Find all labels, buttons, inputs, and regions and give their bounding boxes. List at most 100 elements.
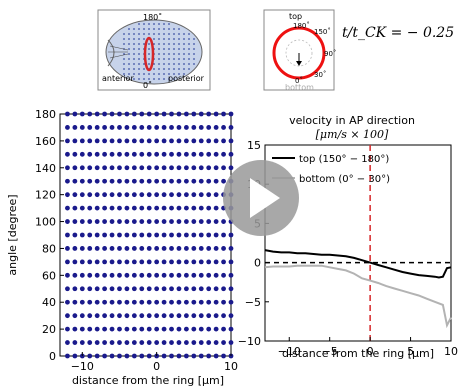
velocity-x-tick-label: −5	[322, 345, 338, 358]
scatter-point	[206, 165, 212, 171]
scatter-point	[183, 138, 189, 144]
scatter-point	[87, 272, 93, 278]
cell-surface-dot	[128, 43, 130, 45]
cell-surface-dot	[168, 43, 170, 45]
scatter-point	[176, 232, 182, 238]
series-line-bottom	[264, 264, 452, 329]
scatter-point	[72, 272, 78, 278]
cell-divider	[107, 39, 115, 67]
scatter-point	[228, 246, 234, 251]
scatter-point	[87, 219, 93, 224]
scatter-point	[87, 326, 93, 332]
scatter-point	[87, 111, 93, 117]
scatter-point	[139, 246, 145, 251]
cell-surface-dot	[168, 53, 170, 55]
cell-surface-dot	[178, 58, 180, 60]
cell-surface-dot	[178, 63, 180, 65]
scatter-point	[198, 286, 204, 292]
scatter-point	[146, 165, 152, 171]
scatter-point	[161, 272, 167, 278]
scatter-point	[94, 138, 100, 144]
scatter-point	[109, 340, 115, 345]
scatter-point	[72, 259, 78, 265]
scatter-point	[124, 205, 130, 211]
cell-surface-dot	[153, 63, 155, 65]
scatter-point	[102, 286, 108, 292]
cell-surface-dot	[138, 73, 140, 75]
scatter-point	[169, 232, 174, 238]
scatter-point	[183, 232, 189, 238]
scatter-point	[183, 178, 189, 184]
scatter-point	[169, 313, 174, 319]
cell-surface-dot	[148, 53, 150, 55]
scatter-point	[131, 165, 137, 171]
cell-surface-dot	[193, 43, 195, 45]
cell-surface-dot	[168, 48, 170, 50]
cell-surface-dot	[188, 58, 190, 60]
scatter-point	[79, 138, 85, 144]
scatter-point	[154, 286, 160, 292]
scatter-point	[176, 313, 182, 319]
scatter-point	[139, 340, 145, 345]
scatter-point	[131, 205, 137, 211]
cell-surface-dot	[173, 58, 175, 60]
scatter-point	[87, 259, 93, 265]
scatter-point	[117, 340, 122, 345]
scatter-chart: −10 0 10 0 20 40 60 80 100 120 140 160 180 distance…	[6, 108, 238, 387]
scatter-xlabel: distance from the ring [μm]	[72, 374, 224, 387]
scatter-point	[131, 286, 137, 292]
scatter-point	[183, 125, 189, 130]
cell-surface-dot	[138, 48, 140, 50]
scatter-point	[124, 353, 130, 359]
cell-surface-dot	[148, 73, 150, 75]
cell-surface-dot	[163, 38, 165, 40]
scatter-point	[206, 246, 212, 251]
scatter-ylabel: angle [degree]	[6, 194, 19, 275]
scatter-point	[117, 232, 122, 238]
scatter-point	[198, 340, 204, 345]
scatter-point	[139, 138, 145, 144]
ring-cross-section: top 180˚ 150˚ 90˚ 30˚ 0˚ bottom	[263, 9, 336, 92]
play-icon[interactable]	[250, 178, 280, 218]
ring-circle	[272, 26, 326, 80]
scatter-point	[65, 246, 70, 251]
scatter-point	[154, 205, 160, 211]
scatter-point	[154, 111, 160, 117]
scatter-point	[109, 286, 115, 292]
cell-surface-dot	[163, 63, 165, 65]
scatter-point	[176, 286, 182, 292]
play-button[interactable]	[223, 160, 299, 236]
scatter-point	[169, 165, 174, 171]
cell-surface-dot	[153, 38, 155, 40]
scatter-point	[213, 313, 219, 319]
cell-surface-dot	[143, 43, 145, 45]
velocity-y-tick-label: −5	[245, 296, 261, 309]
scatter-point	[146, 138, 152, 144]
cell-surface-dot	[123, 58, 125, 60]
scatter-point	[213, 165, 219, 171]
scatter-point	[146, 353, 152, 359]
scatter-point	[213, 151, 219, 157]
scatter-point	[169, 151, 174, 157]
scatter-point	[72, 232, 78, 238]
scatter-point	[191, 125, 197, 130]
scatter-point	[131, 246, 137, 251]
scatter-point	[79, 205, 85, 211]
scatter-point	[139, 111, 145, 117]
scatter-point	[161, 178, 167, 184]
cell-surface-dot	[193, 38, 195, 40]
scatter-point	[79, 286, 85, 292]
scatter-x-tick-label: 0	[153, 360, 160, 373]
scatter-point	[161, 165, 167, 171]
scatter-point	[146, 232, 152, 238]
cell-surface-dot	[143, 78, 145, 80]
scatter-point	[72, 286, 78, 292]
cell-surface-dot	[153, 28, 155, 30]
scatter-point	[102, 326, 108, 332]
cell-schematic: 180˚ 0˚ anterior posterior	[97, 9, 211, 91]
scatter-point	[221, 125, 226, 130]
cell-surface-dot	[178, 43, 180, 45]
cell-surface-dot	[178, 73, 180, 75]
scatter-point	[131, 192, 137, 198]
scatter-point	[161, 313, 167, 319]
